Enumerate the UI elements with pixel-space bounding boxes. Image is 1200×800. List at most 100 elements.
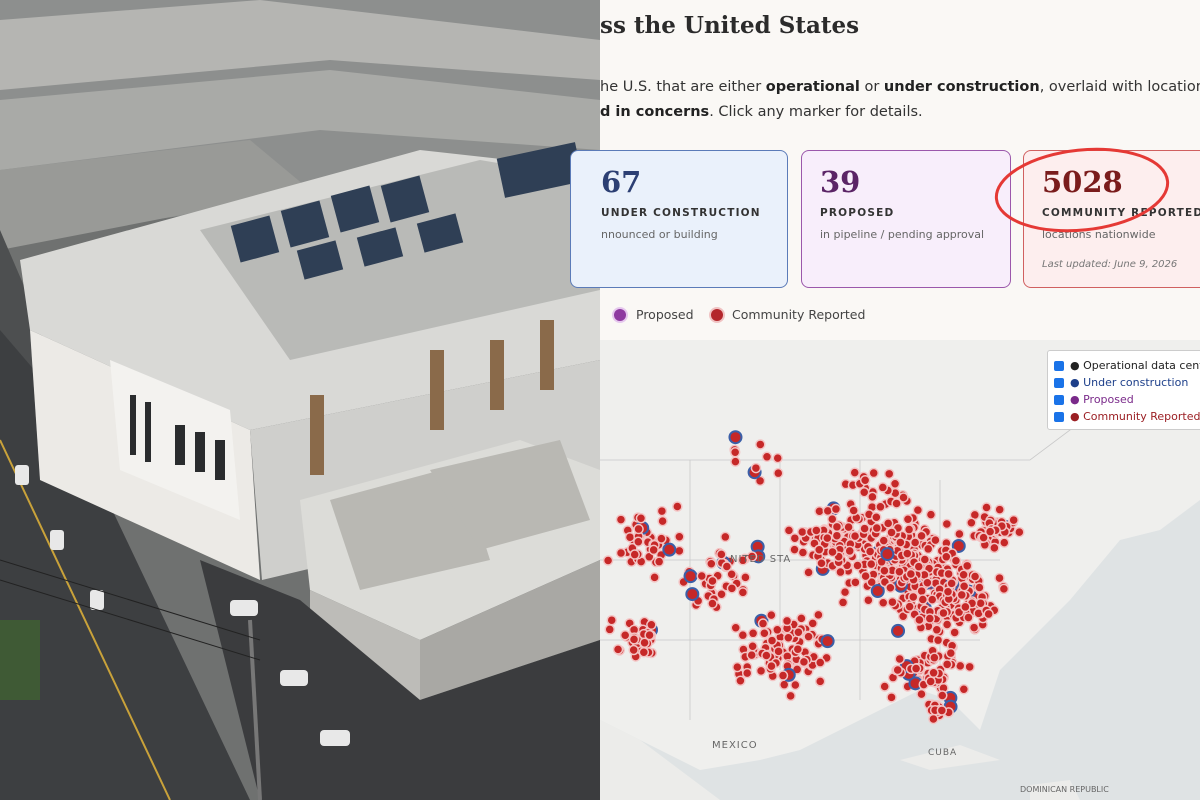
map-marker[interactable] — [615, 547, 627, 559]
map-marker[interactable] — [969, 571, 981, 582]
map-marker[interactable] — [656, 533, 667, 544]
map-marker[interactable] — [807, 618, 818, 629]
map-marker[interactable] — [761, 650, 772, 661]
map-marker[interactable] — [639, 637, 650, 648]
map-marker[interactable] — [604, 624, 615, 635]
map-marker[interactable] — [633, 536, 644, 548]
map-marker[interactable] — [895, 537, 906, 548]
map-marker[interactable] — [656, 505, 668, 517]
map-marker[interactable] — [984, 526, 996, 537]
map-marker[interactable] — [822, 532, 833, 544]
map-marker[interactable] — [628, 644, 639, 656]
map-marker[interactable] — [816, 557, 827, 569]
map-marker[interactable] — [946, 578, 957, 589]
map-marker[interactable] — [916, 688, 927, 700]
map-marker[interactable] — [662, 542, 677, 557]
map-marker[interactable] — [926, 594, 938, 605]
map-marker[interactable] — [766, 635, 778, 646]
map-marker[interactable] — [696, 570, 707, 582]
map-marker[interactable] — [938, 607, 949, 619]
map-marker[interactable] — [746, 649, 757, 661]
map-marker[interactable] — [1008, 514, 1019, 526]
map-marker[interactable] — [653, 556, 665, 567]
map-marker[interactable] — [827, 546, 838, 558]
map-marker[interactable] — [792, 643, 804, 655]
map-marker[interactable] — [922, 543, 934, 555]
map-marker[interactable] — [871, 522, 883, 534]
map-marker[interactable] — [859, 475, 871, 486]
map-marker[interactable] — [902, 514, 914, 525]
map-marker[interactable] — [813, 544, 825, 555]
map-marker[interactable] — [602, 555, 614, 566]
map-marker[interactable] — [964, 661, 975, 673]
layer-toggle[interactable]: ● Community Reported — [1054, 410, 1200, 423]
map-marker[interactable] — [859, 523, 870, 534]
map-marker[interactable] — [978, 532, 989, 543]
map-marker[interactable] — [730, 622, 741, 634]
map-marker[interactable] — [949, 627, 960, 638]
map-marker[interactable] — [750, 462, 762, 474]
map-marker[interactable] — [867, 491, 878, 503]
map-marker[interactable] — [989, 542, 1000, 554]
map-marker[interactable] — [870, 583, 885, 598]
map-marker[interactable] — [740, 572, 751, 583]
map-marker[interactable] — [877, 597, 889, 609]
map-marker[interactable] — [706, 558, 717, 570]
map-marker[interactable] — [994, 572, 1005, 584]
map-marker[interactable] — [619, 629, 631, 641]
map-marker[interactable] — [903, 524, 915, 535]
map-marker[interactable] — [925, 676, 936, 687]
map-marker[interactable] — [875, 501, 886, 513]
map-marker[interactable] — [777, 670, 789, 681]
map-marker[interactable] — [928, 713, 939, 725]
map-marker[interactable] — [737, 629, 749, 641]
map-marker[interactable] — [909, 537, 921, 548]
map-marker[interactable] — [790, 679, 801, 691]
layer-control[interactable]: ● Operational data cente ● Under constru… — [1047, 350, 1200, 430]
map-marker[interactable] — [761, 451, 773, 463]
map-marker[interactable] — [864, 546, 876, 557]
map-marker[interactable] — [766, 609, 777, 621]
map-marker[interactable] — [882, 518, 894, 529]
map-marker[interactable] — [981, 502, 992, 513]
map-marker[interactable] — [835, 566, 846, 578]
map-marker[interactable] — [877, 482, 889, 493]
map-marker[interactable] — [958, 683, 970, 695]
map-marker[interactable] — [958, 580, 970, 592]
layer-toggle[interactable]: ● Operational data cente — [1054, 359, 1200, 372]
map-marker[interactable] — [941, 551, 952, 563]
map-marker[interactable] — [648, 544, 659, 556]
map-marker[interactable] — [966, 517, 977, 528]
map-marker[interactable] — [905, 568, 917, 580]
map-marker[interactable] — [860, 570, 871, 582]
map-marker[interactable] — [910, 663, 922, 674]
map-marker[interactable] — [811, 525, 822, 536]
map-marker[interactable] — [755, 665, 767, 677]
map-marker[interactable] — [961, 560, 973, 572]
map-marker[interactable] — [716, 588, 727, 600]
map-marker[interactable] — [735, 675, 746, 687]
map-marker[interactable] — [755, 439, 766, 450]
map-marker[interactable] — [720, 531, 731, 543]
map-marker[interactable] — [732, 661, 743, 673]
map-marker[interactable] — [803, 567, 814, 578]
map-marker[interactable] — [941, 659, 953, 670]
layer-toggle[interactable]: ● Proposed — [1054, 393, 1134, 406]
map-marker[interactable] — [871, 511, 882, 523]
map-marker[interactable] — [672, 501, 683, 512]
map-marker[interactable] — [929, 652, 940, 663]
map-marker[interactable] — [729, 447, 741, 458]
map-marker[interactable] — [741, 667, 753, 679]
map-marker[interactable] — [930, 534, 941, 546]
map-marker[interactable] — [908, 591, 919, 603]
map-marker[interactable] — [685, 587, 700, 602]
map-marker[interactable] — [886, 527, 897, 538]
map-marker[interactable] — [951, 538, 966, 553]
map-marker[interactable] — [891, 498, 902, 509]
map-marker[interactable] — [883, 468, 895, 480]
map-marker[interactable] — [813, 609, 824, 621]
map-marker[interactable] — [942, 586, 954, 597]
map-marker[interactable] — [759, 628, 770, 639]
map-marker[interactable] — [624, 531, 636, 543]
map-marker[interactable] — [797, 547, 809, 558]
